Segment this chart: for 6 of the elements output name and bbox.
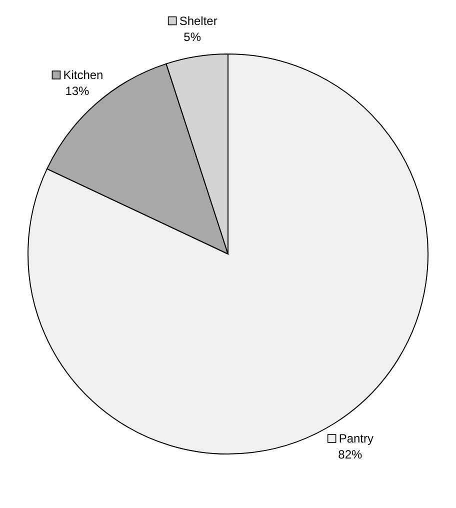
data-label: 82%: [338, 448, 362, 462]
data-label: 13%: [65, 84, 90, 98]
legend-label: Kitchen: [63, 68, 104, 82]
legend-label: Shelter: [179, 14, 218, 28]
data-label: 5%: [184, 30, 202, 44]
legend-label: Pantry: [338, 432, 374, 446]
